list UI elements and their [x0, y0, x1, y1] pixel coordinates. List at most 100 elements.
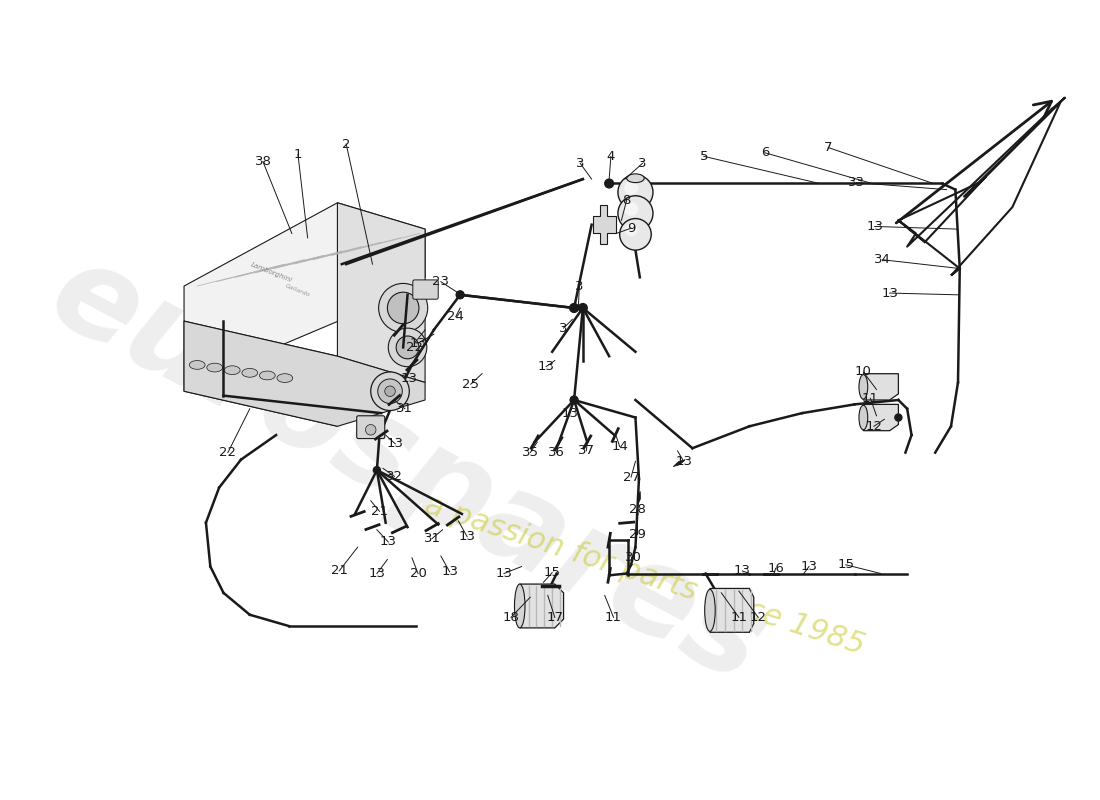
Circle shape — [624, 181, 638, 195]
FancyBboxPatch shape — [412, 280, 438, 299]
Text: 15: 15 — [543, 566, 561, 579]
Circle shape — [365, 425, 376, 435]
Text: 13: 13 — [866, 220, 883, 233]
Text: 13: 13 — [801, 560, 817, 573]
Text: 31: 31 — [396, 402, 414, 415]
Polygon shape — [519, 584, 563, 628]
Text: 13: 13 — [561, 406, 579, 420]
Text: Lamborghini: Lamborghini — [250, 262, 294, 284]
Text: 24: 24 — [448, 310, 464, 323]
FancyBboxPatch shape — [356, 416, 385, 438]
Text: 16: 16 — [767, 562, 784, 574]
Circle shape — [625, 224, 637, 236]
Polygon shape — [593, 206, 616, 244]
Text: 13: 13 — [409, 337, 427, 350]
Text: a passion for parts since 1985: a passion for parts since 1985 — [420, 490, 868, 660]
Text: 3: 3 — [638, 157, 647, 170]
Text: 13: 13 — [368, 567, 385, 580]
Text: 11: 11 — [862, 392, 879, 405]
Circle shape — [387, 292, 419, 324]
Text: 33: 33 — [848, 176, 865, 189]
Text: 13: 13 — [495, 567, 513, 580]
Polygon shape — [338, 202, 425, 382]
Text: 3: 3 — [559, 322, 568, 334]
Text: 12: 12 — [866, 420, 882, 433]
Polygon shape — [184, 202, 425, 347]
Circle shape — [373, 466, 381, 474]
Text: 36: 36 — [548, 446, 565, 459]
Text: 34: 34 — [874, 254, 891, 266]
Text: 13: 13 — [734, 565, 751, 578]
Text: 38: 38 — [254, 155, 272, 168]
Text: 30: 30 — [625, 551, 642, 564]
Ellipse shape — [207, 363, 222, 372]
Text: 13: 13 — [441, 566, 458, 578]
Text: 13: 13 — [387, 438, 404, 450]
Text: 22: 22 — [219, 446, 236, 459]
Circle shape — [396, 336, 419, 359]
Circle shape — [618, 196, 653, 231]
Text: 21: 21 — [371, 505, 388, 518]
Text: 8: 8 — [623, 194, 631, 206]
Ellipse shape — [627, 174, 645, 182]
Circle shape — [895, 414, 902, 421]
Polygon shape — [864, 404, 899, 430]
Polygon shape — [673, 460, 685, 466]
Polygon shape — [184, 321, 338, 426]
Ellipse shape — [859, 374, 868, 399]
Text: 29: 29 — [629, 528, 646, 541]
Text: 13: 13 — [379, 535, 397, 549]
Text: 22: 22 — [406, 341, 424, 354]
Text: 3: 3 — [575, 279, 584, 293]
Circle shape — [378, 283, 428, 333]
Text: 13: 13 — [881, 286, 898, 299]
Circle shape — [385, 386, 395, 397]
Ellipse shape — [859, 406, 868, 430]
Text: 31: 31 — [424, 532, 441, 545]
Text: 3: 3 — [576, 157, 584, 170]
Polygon shape — [184, 321, 425, 426]
Text: 5: 5 — [700, 150, 708, 163]
Circle shape — [624, 202, 638, 216]
Text: 9: 9 — [627, 222, 635, 234]
Text: 35: 35 — [521, 446, 539, 459]
Text: 23: 23 — [432, 275, 450, 288]
Text: 13: 13 — [459, 530, 475, 543]
Text: 37: 37 — [578, 444, 595, 458]
Text: 25: 25 — [462, 378, 480, 390]
Ellipse shape — [242, 369, 257, 378]
Polygon shape — [710, 589, 754, 632]
Polygon shape — [637, 491, 640, 505]
Text: 13: 13 — [538, 360, 554, 373]
Text: 10: 10 — [855, 366, 872, 378]
Text: 14: 14 — [612, 440, 628, 453]
Text: 7: 7 — [824, 141, 833, 154]
Circle shape — [371, 372, 409, 410]
Ellipse shape — [260, 371, 275, 380]
Circle shape — [456, 291, 463, 298]
Ellipse shape — [224, 366, 240, 374]
Text: 13: 13 — [675, 455, 692, 468]
Text: 2: 2 — [342, 138, 351, 150]
Text: 21: 21 — [331, 565, 348, 578]
Text: eurospares: eurospares — [31, 231, 784, 709]
Text: 18: 18 — [503, 611, 519, 624]
Circle shape — [388, 328, 427, 366]
Text: 11: 11 — [605, 611, 621, 624]
Circle shape — [571, 397, 578, 403]
Ellipse shape — [515, 584, 525, 628]
Circle shape — [605, 179, 614, 188]
Ellipse shape — [277, 374, 293, 382]
Text: 11: 11 — [730, 611, 747, 624]
Circle shape — [579, 303, 587, 312]
Text: 20: 20 — [409, 567, 427, 580]
Text: 27: 27 — [623, 470, 639, 484]
Text: 13: 13 — [400, 371, 418, 385]
Text: 4: 4 — [607, 150, 615, 163]
Text: 6: 6 — [761, 146, 769, 159]
Circle shape — [618, 174, 653, 210]
Text: 17: 17 — [547, 611, 563, 624]
Polygon shape — [864, 374, 899, 400]
Text: 12: 12 — [750, 611, 767, 624]
Text: 32: 32 — [386, 470, 403, 482]
